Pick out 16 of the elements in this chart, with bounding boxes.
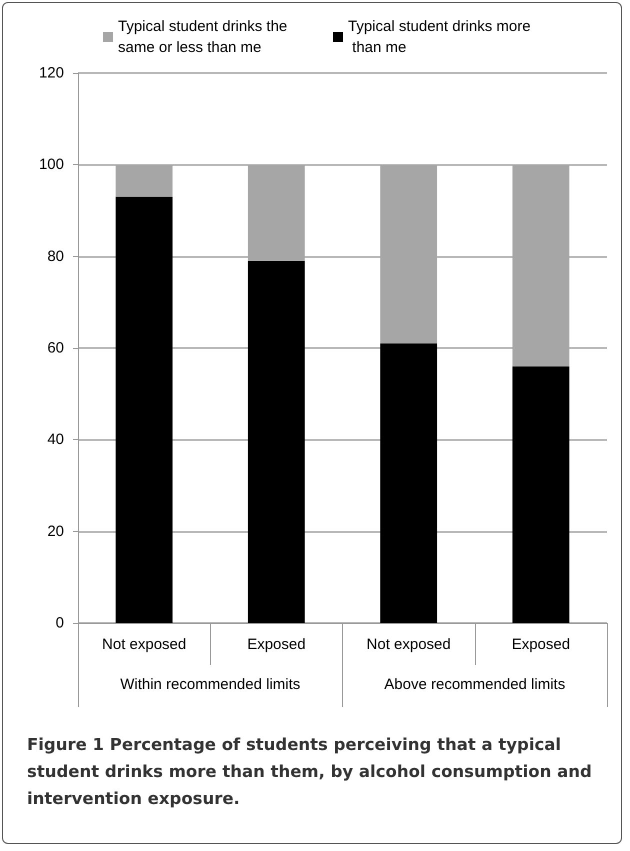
text: Above recommended limits <box>384 676 566 693</box>
y-tick-label: 120 <box>38 64 64 82</box>
x-tick-label: Exposed <box>247 636 306 653</box>
x-tick-label: Exposed <box>512 636 570 653</box>
y-tick-label: 80 <box>47 248 64 265</box>
y-tick-label: 20 <box>47 522 64 540</box>
y-tick-label: 40 <box>47 431 64 448</box>
x-tick-label: Not exposed <box>102 636 186 653</box>
text: Within recommended limits <box>120 676 300 693</box>
text: Figure 1 Percentage of students perceiving that a typical student drinks more than them, by alcohol consumption and intervention exposure. <box>27 734 593 810</box>
y-tick-label: 60 <box>47 340 64 356</box>
x-tick-label: Not exposed <box>366 636 451 653</box>
y-tick-label: 100 <box>38 156 64 174</box>
legend-label: Typical student drinks the same or less than me <box>118 18 292 56</box>
y-tick-label: 0 <box>56 614 64 632</box>
legend-label: Typical student drinks more than me <box>348 18 531 56</box>
